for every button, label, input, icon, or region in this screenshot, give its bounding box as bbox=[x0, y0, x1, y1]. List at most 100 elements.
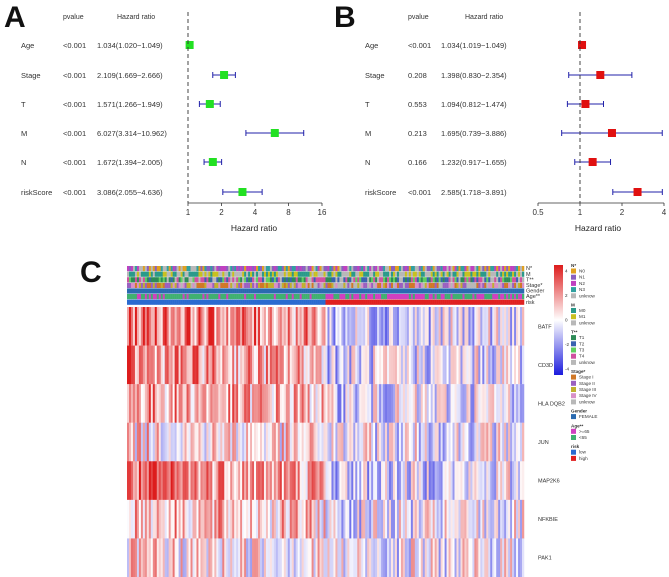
heatmap-cell bbox=[389, 538, 392, 577]
annotation-cell bbox=[190, 277, 193, 283]
heatmap-cell bbox=[202, 307, 205, 346]
annotation-cell bbox=[228, 288, 231, 294]
heatmap-cell bbox=[450, 422, 453, 462]
heatmap-cell bbox=[480, 345, 483, 385]
annotation-cell bbox=[349, 277, 352, 283]
annotation-cell bbox=[333, 288, 336, 294]
annotation-cell bbox=[398, 299, 402, 305]
annotation-cell bbox=[309, 277, 312, 283]
heatmap-cell bbox=[329, 499, 332, 539]
annotation-cell bbox=[418, 277, 422, 283]
heatmap-cell bbox=[349, 345, 352, 385]
heatmap-cell bbox=[327, 499, 330, 539]
heatmap-cell bbox=[510, 422, 513, 462]
annotation-cell bbox=[480, 277, 483, 283]
heatmap-cell bbox=[365, 384, 368, 423]
heatmap-cell bbox=[200, 384, 203, 423]
annotation-cell bbox=[408, 282, 412, 288]
heatmap-cell bbox=[466, 461, 469, 501]
heatmap-cell bbox=[385, 538, 388, 577]
legend-swatch bbox=[571, 414, 576, 420]
heatmap-cell bbox=[259, 345, 263, 385]
heatmap-cell bbox=[212, 307, 215, 346]
heatmap-cell bbox=[365, 538, 368, 577]
heatmap-cell bbox=[130, 384, 134, 423]
heatmap-cell bbox=[514, 384, 517, 423]
annotation-cell bbox=[337, 282, 340, 288]
annotation-cell bbox=[313, 288, 316, 294]
heatmap-cell bbox=[414, 345, 418, 385]
annotation-cell bbox=[287, 266, 291, 272]
heatmap-cell bbox=[444, 384, 447, 423]
heatmap-cell bbox=[254, 538, 257, 577]
annotation-cell bbox=[234, 288, 237, 294]
heatmap-cell bbox=[254, 422, 257, 462]
heatmap-cell bbox=[269, 499, 273, 539]
annotation-cell bbox=[464, 271, 467, 277]
heatmap-cell bbox=[188, 422, 191, 462]
annotation-cell bbox=[488, 266, 491, 272]
annotation-cell bbox=[496, 266, 499, 272]
heatmap-cell bbox=[321, 422, 324, 462]
heatmap-cell bbox=[351, 461, 354, 501]
heatmap-cell bbox=[144, 538, 148, 577]
heatmap-cell bbox=[242, 499, 245, 539]
heatmap-cell bbox=[208, 384, 211, 423]
annotation-cell bbox=[190, 271, 193, 277]
heatmap-cell bbox=[299, 461, 302, 501]
annotation-cell bbox=[349, 282, 352, 288]
heatmap-cell bbox=[190, 307, 193, 346]
heatmap-cell bbox=[430, 499, 433, 539]
heatmap-cell bbox=[198, 345, 201, 385]
annotation-cell bbox=[140, 288, 144, 294]
heatmap-cell bbox=[287, 538, 291, 577]
annotation-cell bbox=[208, 288, 211, 294]
annotation-cell bbox=[166, 282, 169, 288]
annotation-cell bbox=[522, 266, 525, 272]
annotation-cell bbox=[180, 266, 183, 272]
annotation-cell bbox=[442, 271, 445, 277]
annotation-cell bbox=[359, 277, 362, 283]
heatmap-cell bbox=[267, 384, 271, 423]
heatmap-cell bbox=[162, 499, 165, 539]
annotation-cell bbox=[258, 266, 261, 272]
heatmap-cell bbox=[152, 538, 156, 577]
annotation-cell bbox=[462, 271, 465, 277]
legend-label: Stage IV bbox=[579, 393, 598, 398]
annotation-cell bbox=[148, 294, 152, 300]
annotation-cell bbox=[196, 277, 199, 283]
heatmap-cell bbox=[512, 307, 515, 346]
annotation-cell bbox=[271, 294, 275, 300]
heatmap-cell bbox=[470, 307, 473, 346]
annotation-cell bbox=[190, 299, 193, 305]
annotation-cell bbox=[391, 282, 394, 288]
annotation-cell bbox=[174, 266, 177, 272]
annotation-cell bbox=[317, 288, 320, 294]
annotation-cell bbox=[414, 288, 418, 294]
heatmap-cell bbox=[490, 422, 493, 462]
heatmap-cell bbox=[156, 307, 160, 346]
heatmap-cell bbox=[482, 461, 485, 501]
legend-swatch bbox=[571, 455, 576, 461]
heatmap-cell bbox=[130, 307, 134, 346]
annotation-cell bbox=[446, 271, 449, 277]
heatmap-cell bbox=[371, 384, 374, 423]
heatmap-cell bbox=[520, 384, 523, 423]
annotation-cell bbox=[297, 277, 300, 283]
heatmap-cell bbox=[351, 345, 354, 385]
heatmap-cell bbox=[430, 307, 433, 346]
heatmap-cell bbox=[486, 499, 489, 539]
annotation-cell bbox=[212, 294, 215, 300]
annotation-cell bbox=[315, 288, 318, 294]
heatmap-cell bbox=[214, 345, 217, 385]
heatmap-cell bbox=[355, 345, 358, 385]
heatmap-cell bbox=[214, 384, 217, 423]
heatmap-cell bbox=[387, 307, 390, 346]
annotation-cell bbox=[174, 271, 177, 277]
annotation-cell bbox=[210, 271, 213, 277]
annotation-cell bbox=[127, 299, 130, 305]
row-label-t: T bbox=[21, 100, 26, 109]
annotation-cell bbox=[158, 299, 161, 305]
heatmap-cell bbox=[321, 538, 324, 577]
heatmap-cell bbox=[236, 538, 239, 577]
